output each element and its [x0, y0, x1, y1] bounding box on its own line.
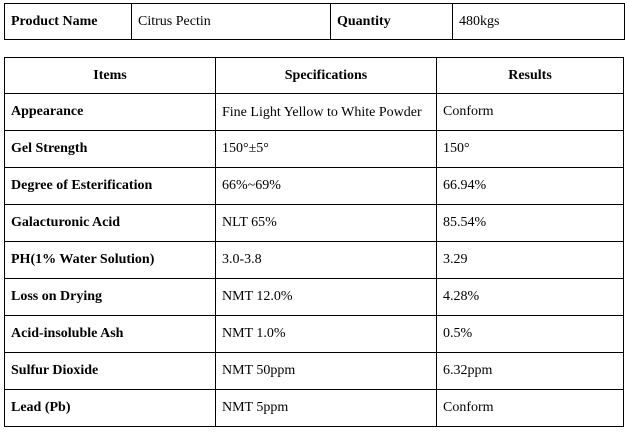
result-cell: Conform: [436, 389, 624, 427]
table-row: Gel Strength 150°±5° 150°: [4, 130, 624, 168]
specification-cell: NMT 1.0%: [215, 315, 437, 353]
item-cell: Galacturonic Acid: [4, 204, 216, 242]
table-row: Degree of Esterification 66%~69% 66.94%: [4, 167, 624, 205]
result-cell: 85.54%: [436, 204, 624, 242]
item-cell: Loss on Drying: [4, 278, 216, 316]
specification-cell: 150°±5°: [215, 130, 437, 168]
specification-cell: Fine Light Yellow to White Powder: [215, 93, 437, 131]
table-row: Loss on Drying NMT 12.0% 4.28%: [4, 278, 624, 316]
items-column-header: Items: [4, 57, 216, 94]
result-cell: 66.94%: [436, 167, 624, 205]
product-name-value: Citrus Pectin: [131, 3, 331, 40]
item-cell: Degree of Esterification: [4, 167, 216, 205]
result-cell: Conform: [436, 93, 624, 131]
result-cell: 0.5%: [436, 315, 624, 353]
table-header-row: Items Specifications Results: [4, 57, 624, 94]
table-row: Lead (Pb) NMT 5ppm Conform: [4, 389, 624, 427]
specification-cell: NMT 5ppm: [215, 389, 437, 427]
result-cell: 150°: [436, 130, 624, 168]
result-cell: 3.29: [436, 241, 624, 279]
table-row: Sulfur Dioxide NMT 50ppm 6.32ppm: [4, 352, 624, 390]
item-cell: Lead (Pb): [4, 389, 216, 427]
item-cell: Gel Strength: [4, 130, 216, 168]
item-cell: PH(1% Water Solution): [4, 241, 216, 279]
specification-cell: 3.0-3.8: [215, 241, 437, 279]
table-row: PH(1% Water Solution) 3.0-3.8 3.29: [4, 241, 624, 279]
product-name-label: Product Name: [4, 3, 132, 40]
specification-cell: NMT 12.0%: [215, 278, 437, 316]
table-row: Galacturonic Acid NLT 65% 85.54%: [4, 204, 624, 242]
result-cell: 6.32ppm: [436, 352, 624, 390]
result-cell: 4.28%: [436, 278, 624, 316]
specification-cell: 66%~69%: [215, 167, 437, 205]
item-cell: Appearance: [4, 93, 216, 131]
table-row: Appearance Fine Light Yellow to White Po…: [4, 93, 624, 131]
table-row: Acid-insoluble Ash NMT 1.0% 0.5%: [4, 315, 624, 353]
results-column-header: Results: [436, 57, 624, 94]
item-cell: Acid-insoluble Ash: [4, 315, 216, 353]
specification-cell: NLT 65%: [215, 204, 437, 242]
quantity-value: 480kgs: [452, 3, 625, 40]
specification-table: Items Specifications Results Appearance …: [4, 57, 624, 427]
item-cell: Sulfur Dioxide: [4, 352, 216, 390]
product-info-row: Product Name Citrus Pectin Quantity 480k…: [4, 3, 625, 40]
quantity-label: Quantity: [330, 3, 453, 40]
specifications-column-header: Specifications: [215, 57, 437, 94]
specification-cell: NMT 50ppm: [215, 352, 437, 390]
product-info-table: Product Name Citrus Pectin Quantity 480k…: [4, 3, 625, 40]
